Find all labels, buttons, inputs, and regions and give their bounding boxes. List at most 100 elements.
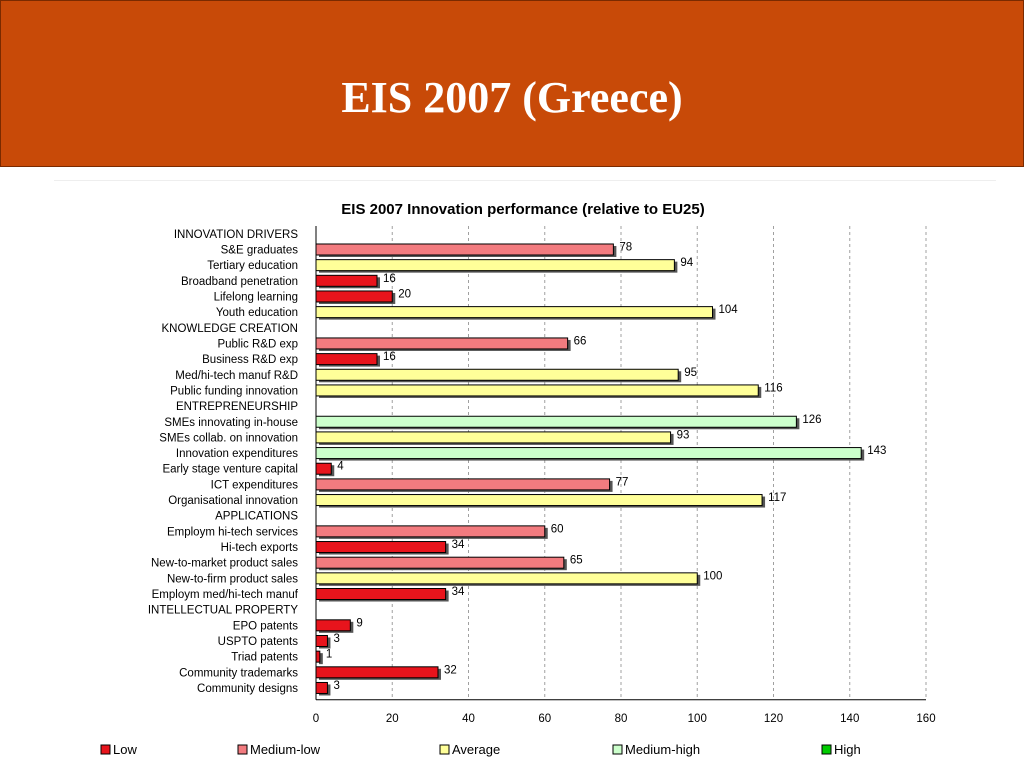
category-header: APPLICATIONS [215, 511, 298, 523]
bar [315, 462, 332, 475]
x-axis: 0 20 40 60 80 100 120 140 160 [313, 226, 936, 725]
category-label: Early stage venture capital [162, 464, 298, 476]
category-label: Youth education [216, 307, 298, 319]
data-label: 66 [574, 335, 587, 347]
bar [315, 572, 698, 585]
category-label: Community trademarks [179, 667, 298, 679]
bar [315, 337, 569, 350]
category-label: Lifelong learning [214, 291, 298, 303]
bar [315, 525, 546, 538]
category-label: Organisational innovation [168, 495, 298, 507]
category-label: Business R&D exp [202, 354, 298, 366]
bar [315, 415, 797, 428]
bar [315, 431, 672, 444]
bar [315, 541, 447, 554]
data-label: 126 [802, 414, 821, 426]
data-label: 117 [768, 492, 786, 504]
data-label: 93 [677, 429, 690, 441]
bar-shadow [319, 653, 323, 665]
data-label: 95 [684, 367, 697, 379]
data-label: 4 [337, 461, 344, 473]
x-tick-label: 40 [462, 713, 475, 725]
data-label: 3 [333, 680, 339, 692]
category-label: ICT expenditures [211, 479, 299, 491]
x-tick-label: 60 [538, 713, 551, 725]
data-label: 78 [619, 241, 632, 253]
x-tick-label: 120 [764, 713, 783, 725]
bar [315, 666, 439, 679]
bar [315, 494, 763, 507]
category-label: Triad patents [231, 652, 298, 664]
x-tick-label: 100 [688, 713, 707, 725]
data-label: 20 [398, 288, 411, 300]
bar [315, 243, 614, 256]
legend-swatch [612, 744, 623, 755]
legend-label: Medium-high [625, 742, 700, 757]
data-label: 16 [383, 273, 396, 285]
bar [315, 353, 378, 366]
category-label: SMEs innovating in-house [164, 417, 298, 429]
grid-lines [391, 226, 927, 700]
category-label: Employm hi-tech services [167, 526, 298, 538]
divider-line [54, 180, 996, 181]
category-label: Innovation expenditures [176, 448, 298, 460]
data-label: 65 [570, 555, 583, 567]
bar [315, 274, 378, 287]
x-tick-label: 80 [615, 713, 628, 725]
legend-swatch [821, 744, 832, 755]
legend-swatch [439, 744, 450, 755]
x-tick-label: 20 [386, 713, 399, 725]
bar [315, 259, 675, 272]
category-header: INTELLECTUAL PROPERTY [148, 605, 299, 617]
x-tick-label: 140 [840, 713, 859, 725]
legend-swatch [237, 744, 248, 755]
category-label: Community designs [197, 683, 298, 695]
slide-title: EIS 2007 (Greece) [341, 73, 683, 122]
x-tick-label: 160 [916, 713, 935, 725]
category-label: EPO patents [233, 620, 298, 632]
legend-label: Medium-low [250, 742, 321, 757]
bar [315, 447, 862, 460]
category-label: New-to-market product sales [151, 558, 298, 570]
category-label: Public funding innovation [170, 385, 298, 397]
bar [315, 384, 759, 397]
legend: Low Medium-low Average Medium-high High [100, 742, 861, 757]
legend-label: High [834, 742, 861, 757]
category-label: New-to-firm product sales [167, 573, 298, 585]
category-label: Broadband penetration [181, 276, 298, 288]
data-label: 9 [356, 617, 362, 629]
bar [315, 306, 713, 319]
bar [315, 556, 565, 569]
bar [315, 681, 328, 694]
category-label: Employm med/hi-tech manuf [152, 589, 299, 601]
bar [315, 619, 351, 632]
legend-label: Average [452, 742, 500, 757]
category-labels: INNOVATION DRIVERS S&E graduates Tertiary … [148, 229, 299, 695]
data-label: 34 [452, 539, 465, 551]
category-label: Tertiary education [207, 260, 298, 272]
legend-label: Low [113, 742, 137, 757]
bar [315, 478, 611, 491]
data-label: 104 [719, 304, 739, 316]
category-label: S&E graduates [221, 244, 299, 256]
bar-series: 7894162010466169511612693143477117603465… [315, 241, 886, 696]
category-header: INNOVATION DRIVERS [174, 229, 298, 241]
bar [315, 290, 393, 303]
data-label: 77 [616, 476, 629, 488]
legend-swatch [100, 744, 111, 755]
category-header: ENTREPRENEURSHIP [176, 401, 298, 413]
category-label: Hi-tech exports [221, 542, 299, 554]
category-label: Med/hi-tech manuf R&D [175, 370, 298, 382]
data-label: 3 [333, 633, 339, 645]
data-label: 32 [444, 664, 457, 676]
x-tick-label: 0 [313, 713, 319, 725]
category-label: Public R&D exp [217, 338, 298, 350]
data-label: 34 [452, 586, 465, 598]
bar [315, 634, 328, 647]
category-label: USPTO patents [218, 636, 299, 648]
category-label: SMEs collab. on innovation [159, 432, 298, 444]
data-label: 116 [764, 382, 782, 394]
data-label: 143 [867, 445, 886, 457]
title-banner [0, 0, 1024, 167]
